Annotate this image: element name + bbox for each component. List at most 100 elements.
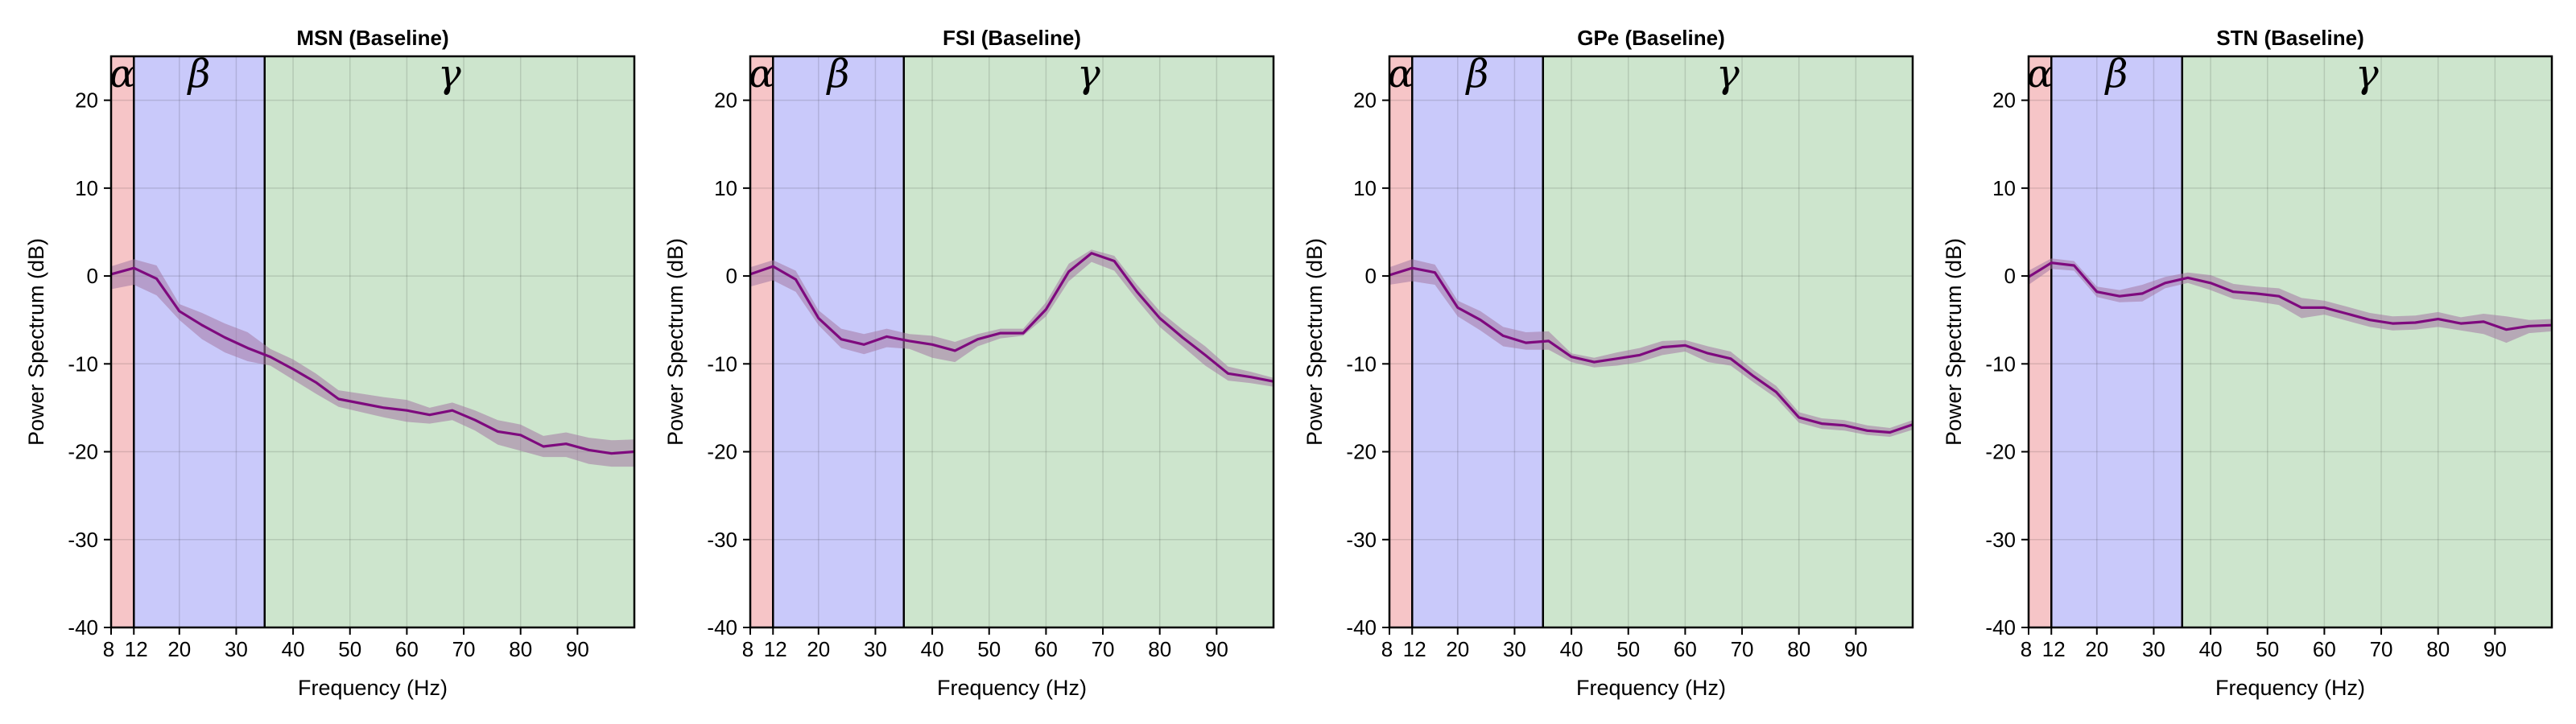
y-tick-label: -10 bbox=[1346, 352, 1377, 376]
confidence-band bbox=[750, 249, 1274, 387]
panel-2: α β γ 8 12 20 30 40 50 60 70 80 90 -40 -30 -20 -10 0 10 20 F… bbox=[663, 26, 1275, 700]
band-2-region bbox=[264, 56, 634, 627]
y-tick-label: -30 bbox=[707, 528, 737, 552]
x-tick-label: 50 bbox=[2256, 637, 2279, 661]
x-tick-label: 80 bbox=[1787, 637, 1810, 661]
x-tick-label: 20 bbox=[1446, 637, 1469, 661]
y-tick-label: -40 bbox=[1985, 615, 2016, 640]
x-tick-label: 60 bbox=[2313, 637, 2336, 661]
y-tick-label: 20 bbox=[1353, 88, 1377, 113]
panel-4: α β γ 8 12 20 30 40 50 60 70 80 90 -40 -30 -20 -10 0 10 20 S… bbox=[1942, 26, 2553, 700]
y-tick-label: -20 bbox=[68, 440, 98, 464]
band-2-region bbox=[2182, 56, 2552, 627]
y-axis-label: Power Spectrum (dB) bbox=[1942, 238, 1966, 446]
band-label: γ bbox=[1077, 51, 1100, 97]
x-tick-label: 60 bbox=[1034, 637, 1058, 661]
y-tick-label: -20 bbox=[1346, 440, 1377, 464]
y-tick-label: -20 bbox=[707, 440, 737, 464]
band-label: α bbox=[109, 51, 135, 97]
x-tick-label: 50 bbox=[977, 637, 1001, 661]
x-tick-label: 50 bbox=[338, 637, 361, 661]
x-tick-label: 12 bbox=[2042, 637, 2066, 661]
confidence-band bbox=[1389, 259, 1913, 437]
band-0-region bbox=[111, 56, 134, 627]
y-tick-label: -10 bbox=[1985, 352, 2016, 376]
x-axis-label: Frequency (Hz) bbox=[2215, 676, 2365, 700]
y-tick-label: -30 bbox=[68, 528, 98, 552]
x-tick-label: 40 bbox=[921, 637, 944, 661]
panel-3: α β γ 8 12 20 30 40 50 60 70 80 90 -40 -30 -20 -10 0 10 20 G… bbox=[1302, 26, 1914, 700]
x-tick-label: 8 bbox=[1381, 637, 1393, 661]
x-tick-label: 20 bbox=[807, 637, 830, 661]
x-tick-label: 20 bbox=[167, 637, 191, 661]
y-tick-label: 0 bbox=[2004, 264, 2016, 288]
x-tick-label: 12 bbox=[764, 637, 787, 661]
panel-title: MSN (Baseline) bbox=[296, 26, 448, 50]
y-tick-label: -20 bbox=[1985, 440, 2016, 464]
x-tick-label: 40 bbox=[2199, 637, 2223, 661]
x-tick-label: 70 bbox=[1731, 637, 1754, 661]
y-tick-label: 0 bbox=[726, 264, 737, 288]
band-label: γ bbox=[1716, 51, 1740, 97]
x-tick-label: 20 bbox=[2085, 637, 2108, 661]
x-tick-label: 40 bbox=[282, 637, 305, 661]
x-tick-label: 8 bbox=[2021, 637, 2032, 661]
band-label: α bbox=[2027, 51, 2053, 97]
plot-frame bbox=[2027, 55, 2553, 629]
x-tick-label: 90 bbox=[2483, 637, 2507, 661]
band-label: γ bbox=[438, 51, 461, 97]
band-label: α bbox=[1388, 51, 1414, 97]
band-label: β bbox=[826, 51, 850, 97]
plot-frame bbox=[109, 55, 636, 629]
y-tick-label: 10 bbox=[75, 176, 98, 200]
x-tick-label: 30 bbox=[864, 637, 887, 661]
x-tick-label: 8 bbox=[742, 637, 753, 661]
x-tick-label: 12 bbox=[125, 637, 148, 661]
y-tick-label: -40 bbox=[707, 615, 737, 640]
x-tick-label: 90 bbox=[1844, 637, 1868, 661]
y-tick-label: -40 bbox=[1346, 615, 1377, 640]
x-tick-label: 50 bbox=[1616, 637, 1640, 661]
y-tick-label: 20 bbox=[75, 88, 98, 113]
panel-title: GPe (Baseline) bbox=[1577, 26, 1725, 50]
band-0-region bbox=[1389, 56, 1413, 627]
x-tick-label: 30 bbox=[1503, 637, 1526, 661]
band-label: β bbox=[1465, 51, 1489, 97]
series-line bbox=[1389, 266, 1913, 434]
x-tick-label: 80 bbox=[509, 637, 532, 661]
x-tick-label: 30 bbox=[2142, 637, 2165, 661]
band-1-region bbox=[2051, 56, 2182, 627]
x-tick-label: 80 bbox=[2426, 637, 2450, 661]
x-tick-label: 30 bbox=[225, 637, 248, 661]
x-tick-label: 8 bbox=[103, 637, 114, 661]
panel-1: α β γ 8 12 20 30 40 50 60 70 80 90 -40 -30 -20 -10 0 10 20 M… bbox=[24, 26, 636, 700]
series-line bbox=[2028, 261, 2553, 331]
y-axis-label: Power Spectrum (dB) bbox=[24, 238, 48, 446]
band-label: β bbox=[187, 51, 211, 97]
series-line bbox=[110, 266, 635, 455]
x-tick-label: 60 bbox=[1674, 637, 1697, 661]
y-tick-label: 0 bbox=[87, 264, 98, 288]
panel-title: FSI (Baseline) bbox=[943, 26, 1081, 50]
y-tick-label: 20 bbox=[714, 88, 737, 113]
x-axis-label: Frequency (Hz) bbox=[937, 676, 1087, 700]
y-tick-label: 10 bbox=[1353, 176, 1377, 200]
y-tick-label: -40 bbox=[68, 615, 98, 640]
plot-frame bbox=[749, 55, 1275, 629]
band-label: α bbox=[749, 51, 774, 97]
plot-frame bbox=[1388, 55, 1914, 629]
y-tick-label: 20 bbox=[1992, 88, 2016, 113]
x-axis-label: Frequency (Hz) bbox=[298, 676, 448, 700]
confidence-band bbox=[111, 259, 634, 467]
y-tick-label: -30 bbox=[1346, 528, 1377, 552]
x-tick-label: 70 bbox=[452, 637, 476, 661]
y-axis-label: Power Spectrum (dB) bbox=[1302, 238, 1327, 446]
band-0-region bbox=[750, 56, 774, 627]
band-0-region bbox=[2029, 56, 2052, 627]
x-axis-label: Frequency (Hz) bbox=[1576, 676, 1726, 700]
band-label: γ bbox=[2355, 51, 2379, 97]
x-tick-label: 40 bbox=[1560, 637, 1583, 661]
x-tick-label: 70 bbox=[2370, 637, 2393, 661]
y-tick-label: -10 bbox=[68, 352, 98, 376]
y-tick-label: 10 bbox=[1992, 176, 2016, 200]
